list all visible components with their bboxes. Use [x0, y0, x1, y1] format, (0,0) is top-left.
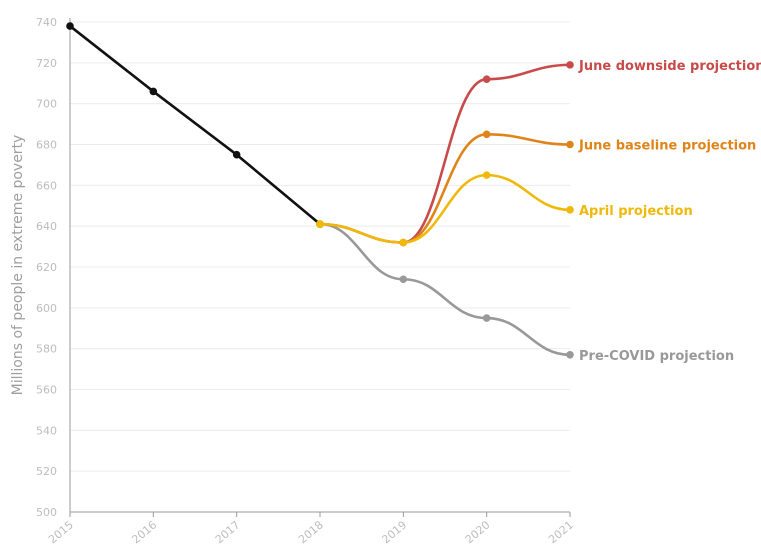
series-lines — [68, 24, 572, 357]
april-projection-line — [318, 173, 572, 244]
june-baseline-projection-point — [482, 130, 491, 139]
june-downside-projection-label: June downside projection — [578, 59, 761, 74]
april-projection-label: April projection — [579, 204, 693, 219]
y-tick-label: 500 — [36, 506, 57, 519]
pre-covid-projection-line — [318, 222, 572, 357]
y-tick-label: 740 — [36, 16, 57, 29]
axes: 500 520 540 560 580 600 620 640 660 680 700 720 740 2… — [36, 16, 576, 546]
june-downside-projection-line — [318, 63, 572, 244]
pre-covid-projection-point — [482, 314, 491, 322]
x-tick-label: 2016 — [129, 518, 159, 546]
y-tick-label: 600 — [36, 302, 57, 315]
historical-line — [68, 24, 322, 226]
pre-covid-projection-point — [566, 350, 574, 359]
grid-lines — [70, 21, 570, 472]
y-tick-label: 680 — [36, 139, 57, 152]
june-downside-projection-point — [566, 61, 574, 69]
historical-point — [149, 87, 158, 96]
historical-point — [66, 22, 74, 30]
x-tick-label: 2020 — [463, 518, 493, 546]
x-tick-label: 2017 — [213, 518, 243, 546]
x-tick-label: 2015 — [46, 518, 76, 546]
y-tick-label: 580 — [36, 343, 57, 356]
y-tick-label: 720 — [36, 57, 57, 70]
y-tick-label: 700 — [36, 98, 57, 111]
pre-covid-projection-label: Pre-COVID projection — [579, 349, 734, 364]
june-baseline-projection-label: June baseline projection — [578, 139, 756, 154]
june-downside-projection-point — [482, 75, 491, 83]
x-tick-label: 2018 — [296, 518, 326, 546]
series-points — [66, 22, 574, 359]
historical-point — [232, 150, 241, 159]
june-baseline-projection-point — [566, 140, 574, 149]
y-tick-label: 620 — [36, 261, 57, 274]
pre-covid-projection-point — [399, 275, 408, 284]
x-tick-label: 2021 — [546, 518, 576, 546]
april-projection-point — [482, 171, 491, 179]
junction-2018-point — [316, 220, 324, 229]
y-tick-label: 660 — [36, 179, 57, 192]
y-tick-label: 520 — [36, 465, 57, 478]
y-tick-label: 560 — [36, 384, 57, 397]
y-axis-label: Millions of people in extreme poverty — [10, 135, 26, 396]
series-labels: Pre-COVID projection June downside projec… — [578, 59, 761, 364]
x-tick-label: 2019 — [379, 518, 409, 546]
april-projection-point — [399, 238, 408, 247]
y-tick-label: 640 — [36, 220, 57, 233]
y-tick-label: 540 — [36, 424, 57, 437]
april-projection-point — [566, 206, 574, 214]
